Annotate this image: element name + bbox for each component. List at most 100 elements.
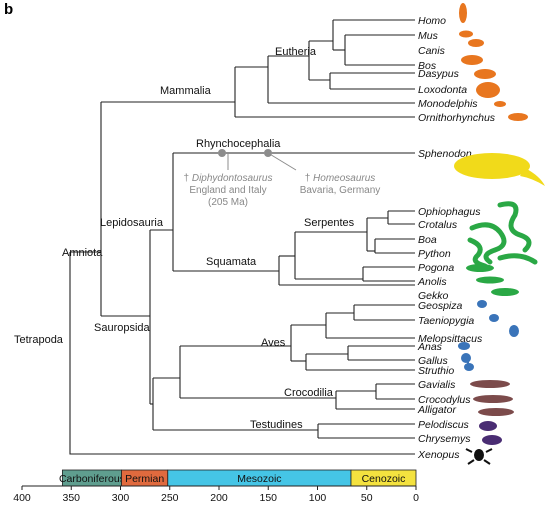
time-tick-label: 350 bbox=[62, 492, 80, 504]
taxon-label-crocodylus: Crocodylus bbox=[418, 394, 471, 406]
opossum-silhouette-icon bbox=[494, 101, 506, 107]
cow-silhouette-icon bbox=[461, 55, 483, 65]
clade-label-tetrapoda: Tetrapoda bbox=[14, 334, 64, 346]
taxon-label-pogona: Pogona bbox=[418, 262, 454, 274]
period-label-cenozoic: Cenozoic bbox=[362, 473, 406, 485]
taxon-label-xenopus: Xenopus bbox=[417, 449, 460, 461]
taxon-label-taeniopygia: Taeniopygia bbox=[418, 315, 474, 327]
fossil-diphydontosaurus-name: † Diphydontosaurus bbox=[184, 173, 273, 184]
taxon-label-boa: Boa bbox=[418, 234, 437, 246]
time-tick-label: 150 bbox=[259, 492, 277, 504]
taxon-label-anas: Anas bbox=[417, 341, 443, 353]
fossil-diphydontosaurus-age: (205 Ma) bbox=[208, 197, 248, 208]
taxon-label-crotalus: Crotalus bbox=[418, 219, 458, 231]
taxon-label-python: Python bbox=[418, 248, 451, 260]
clade-label-aves: Aves bbox=[261, 337, 286, 349]
taxon-label-ophiophagus: Ophiophagus bbox=[418, 206, 481, 218]
finch-silhouette-icon bbox=[477, 300, 487, 308]
taxon-label-alligator: Alligator bbox=[417, 404, 456, 416]
taxon-label-gavialis: Gavialis bbox=[418, 379, 456, 391]
clade-label-sauropsida: Sauropsida bbox=[94, 322, 151, 334]
softshell-turtle-silhouette-icon bbox=[479, 421, 497, 431]
fossil-annotations: † Diphydontosaurus England and Italy (20… bbox=[184, 173, 381, 208]
taxon-label-dasypus: Dasypus bbox=[418, 68, 460, 80]
taxon-label-homo: Homo bbox=[418, 15, 446, 27]
time-tick-label: 0 bbox=[413, 492, 419, 504]
taxon-label-gallus: Gallus bbox=[418, 355, 449, 367]
time-tick-label: 100 bbox=[309, 492, 327, 504]
taxon-label-monodelphis: Monodelphis bbox=[418, 98, 478, 110]
ostrich-body-icon bbox=[464, 363, 474, 371]
taxon-label-loxodonta: Loxodonta bbox=[418, 84, 467, 96]
ostrich-neck-icon bbox=[467, 354, 469, 364]
tree-branches bbox=[69, 19, 415, 455]
fossil-diphydontosaurus-place: England and Italy bbox=[189, 185, 266, 196]
time-tick-label: 200 bbox=[210, 492, 228, 504]
time-tick-label: 250 bbox=[161, 492, 179, 504]
dog-silhouette-icon bbox=[468, 39, 484, 47]
duck-silhouette-icon bbox=[458, 342, 470, 350]
taxon-label-canis: Canis bbox=[418, 45, 446, 57]
fossil-node-diphydontosaurus bbox=[218, 149, 226, 157]
clade-label-mammalia: Mammalia bbox=[160, 85, 212, 97]
tuatara-tail-icon bbox=[520, 168, 545, 186]
taxon-label-pelodiscus: Pelodiscus bbox=[418, 419, 470, 431]
rattlesnake-silhouette-icon bbox=[469, 222, 507, 265]
taxon-label-chrysemys: Chrysemys bbox=[418, 433, 471, 445]
taxon-label-sphenodon: Sphenodon bbox=[418, 148, 472, 160]
gekko-silhouette-icon bbox=[491, 288, 519, 296]
period-label-mesozoic: Mesozoic bbox=[237, 473, 281, 485]
animal-silhouettes bbox=[454, 3, 545, 465]
panel-label: b bbox=[4, 1, 13, 18]
fossil-pointer bbox=[267, 152, 297, 171]
cobra-silhouette-icon bbox=[497, 201, 532, 253]
period-label-permian: Permian bbox=[125, 473, 164, 485]
elephant-silhouette-icon bbox=[476, 82, 500, 98]
clade-label-lepidosauria: Lepidosauria bbox=[100, 217, 164, 229]
time-tick-label: 300 bbox=[112, 492, 130, 504]
fossil-node-homeosaurus bbox=[264, 149, 272, 157]
fossil-homeosaurus-name: † Homeosaurus bbox=[305, 173, 376, 184]
tuatara-silhouette-icon bbox=[454, 153, 530, 179]
armadillo-silhouette-icon bbox=[474, 69, 496, 79]
boa-silhouette-icon bbox=[467, 237, 488, 269]
pogona-silhouette-icon bbox=[466, 264, 494, 272]
clade-labels: Tetrapoda Amniota Mammalia Eutheria Lepi… bbox=[14, 46, 355, 431]
frog-silhouette-icon bbox=[474, 449, 484, 461]
fossil-markers bbox=[218, 149, 297, 171]
fossil-homeosaurus-place: Bavaria, Germany bbox=[300, 185, 381, 196]
chicken-silhouette-icon bbox=[461, 353, 471, 363]
time-tick-label: 400 bbox=[13, 492, 31, 504]
zebra-finch-silhouette-icon bbox=[489, 314, 499, 322]
clade-label-amniota: Amniota bbox=[62, 247, 103, 259]
budgerigar-silhouette-icon bbox=[509, 325, 519, 337]
mouse-silhouette-icon bbox=[459, 30, 473, 38]
taxon-label-mus: Mus bbox=[418, 30, 439, 42]
taxon-label-melopsittacus: Melopsittacus bbox=[418, 333, 483, 345]
painted-turtle-silhouette-icon bbox=[482, 435, 502, 445]
python-silhouette-icon bbox=[497, 253, 538, 265]
taxon-label-anolis: Anolis bbox=[417, 276, 447, 288]
taxon-label-geospiza: Geospiza bbox=[418, 300, 463, 312]
period-label-carboniferous: Carboniferous bbox=[59, 473, 125, 485]
taxon-label-gekko: Gekko bbox=[418, 290, 449, 302]
frog-limbs-icon bbox=[465, 448, 493, 465]
clade-label-crocodilia: Crocodilia bbox=[284, 387, 334, 399]
taxon-label-struthio: Struthio bbox=[418, 365, 454, 377]
taxon-label-bos: Bos bbox=[418, 60, 437, 72]
time-tick-label: 50 bbox=[361, 492, 373, 504]
clade-label-squamata: Squamata bbox=[206, 256, 257, 268]
clade-label-eutheria: Eutheria bbox=[275, 46, 317, 58]
geologic-timescale: Carboniferous Permian Mesozoic Cenozoic 400 3… bbox=[13, 469, 419, 504]
taxon-label-ornithorhynchus: Ornithorhynchus bbox=[418, 112, 496, 124]
human-silhouette-icon bbox=[459, 3, 467, 23]
alligator-silhouette-icon bbox=[478, 408, 514, 416]
platypus-silhouette-icon bbox=[508, 113, 528, 121]
clade-label-rhynchocephalia: Rhynchocephalia bbox=[196, 138, 281, 150]
anolis-silhouette-icon bbox=[476, 276, 504, 284]
gavial-silhouette-icon bbox=[470, 380, 510, 388]
crocodile-silhouette-icon bbox=[473, 395, 513, 403]
clade-label-testudines: Testudines bbox=[250, 419, 303, 431]
